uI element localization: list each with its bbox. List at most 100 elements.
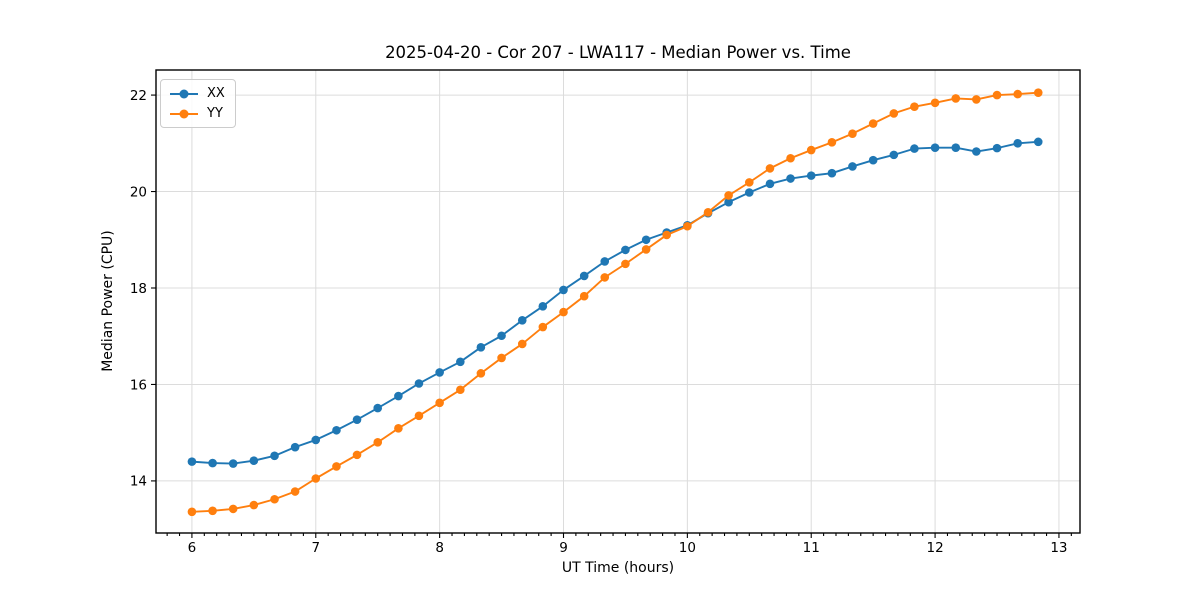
data-point — [600, 257, 610, 266]
x-tick-label: 8 — [435, 540, 444, 556]
data-point — [724, 191, 733, 200]
data-point — [744, 178, 754, 187]
legend-label-yy: YY — [207, 106, 223, 121]
data-point — [414, 411, 424, 421]
data-point — [703, 207, 713, 217]
data-point — [951, 94, 961, 103]
data-point — [579, 291, 589, 301]
data-point — [538, 322, 548, 332]
legend-line-marker-icon — [170, 109, 198, 118]
tick-labels: 6 7 8 9 10 11 12 13 14 16 18 20 22 — [130, 88, 1068, 556]
data-point — [373, 403, 383, 413]
data-point — [641, 235, 651, 245]
x-tick-label: 7 — [311, 540, 320, 556]
data-point — [270, 451, 279, 461]
data-point — [517, 339, 527, 349]
data-point — [497, 353, 506, 363]
data-point — [208, 506, 217, 516]
series-xx — [187, 137, 1043, 468]
data-point — [765, 179, 775, 189]
data-point — [311, 474, 321, 483]
data-point — [992, 90, 1002, 100]
x-tick-label: 6 — [188, 540, 197, 556]
data-point — [951, 143, 961, 152]
data-point — [806, 171, 816, 180]
series-yy — [187, 88, 1043, 517]
data-point — [456, 385, 465, 395]
data-point — [600, 273, 610, 282]
data-point — [414, 379, 424, 388]
x-tick-label: 11 — [803, 540, 820, 556]
legend-line-marker-icon — [170, 89, 198, 98]
data-point — [910, 102, 919, 111]
data-point — [848, 162, 857, 171]
data-point — [352, 415, 362, 424]
data-point — [435, 368, 444, 377]
data-point — [621, 245, 630, 255]
data-point — [394, 424, 403, 433]
legend-item-xx: XX — [168, 85, 225, 102]
data-point — [786, 174, 795, 183]
data-point — [435, 398, 444, 408]
data-point — [290, 487, 300, 496]
data-point — [724, 197, 733, 207]
data-point — [683, 221, 692, 231]
data-point — [456, 357, 465, 367]
x-tick-label: 10 — [679, 540, 696, 556]
data-point — [249, 500, 259, 510]
data-point — [559, 285, 568, 295]
data-point — [476, 369, 486, 378]
data-point — [1033, 137, 1043, 147]
data-point — [868, 119, 878, 128]
data-point — [394, 391, 403, 401]
data-point — [559, 307, 568, 317]
data-point — [352, 450, 362, 460]
data-point — [910, 144, 919, 153]
data-point — [373, 438, 383, 447]
x-axis-label: UT Time (hours) — [561, 560, 675, 576]
data-point — [972, 147, 981, 156]
data-point — [290, 442, 300, 452]
data-point — [889, 109, 899, 118]
data-point — [786, 153, 795, 163]
data-point — [827, 168, 837, 178]
data-point — [930, 143, 940, 152]
legend-item-yy: YY — [168, 105, 225, 122]
grid — [156, 70, 1080, 533]
data-point — [1013, 89, 1022, 99]
data-point — [249, 456, 259, 465]
ticks — [151, 94, 1072, 538]
data-point — [517, 316, 527, 325]
x-tick-label: 9 — [559, 540, 568, 556]
axes-box — [155, 69, 1081, 534]
y-tick-label: 22 — [130, 88, 147, 104]
chart-title: 2025-04-20 - Cor 207 - LWA117 - Median P… — [385, 43, 851, 62]
data-point — [621, 259, 630, 269]
legend: XX YY — [160, 79, 236, 128]
data-point — [332, 462, 341, 471]
y-tick-label: 20 — [130, 184, 147, 200]
data-point — [579, 271, 589, 281]
data-point — [868, 155, 878, 165]
data-point — [641, 245, 651, 254]
legend-label-xx: XX — [207, 86, 225, 101]
data-point — [992, 143, 1002, 153]
y-tick-label: 14 — [130, 474, 147, 490]
data-point — [208, 458, 217, 468]
x-tick-label: 12 — [926, 540, 943, 556]
y-tick-label: 18 — [130, 281, 147, 297]
data-point — [806, 145, 816, 155]
data-point — [187, 507, 197, 517]
y-axis-label: Median Power (CPU) — [100, 230, 116, 372]
series-line — [190, 91, 1040, 513]
data-point — [270, 494, 279, 504]
data-point — [889, 150, 899, 160]
data-point — [332, 425, 341, 435]
data-point — [1013, 139, 1022, 148]
data-point — [476, 343, 486, 352]
y-tick-label: 16 — [130, 377, 147, 393]
data-point — [827, 138, 837, 147]
data-point — [848, 129, 857, 138]
data-point — [538, 302, 548, 311]
